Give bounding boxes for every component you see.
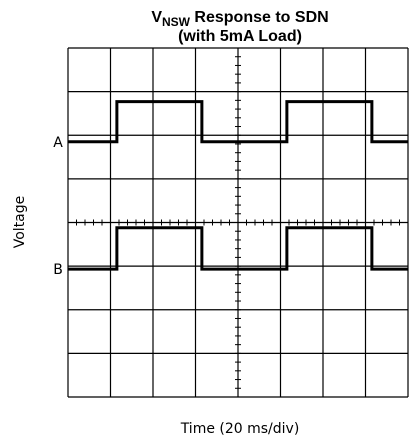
title-subscript: NSW	[162, 15, 191, 29]
channel-label: A	[53, 135, 63, 151]
title-rest: Response to SDN	[190, 9, 329, 26]
waveform	[68, 226, 408, 271]
channel-label: B	[53, 262, 63, 278]
y-axis-label: Voltage	[12, 196, 28, 249]
title-v: V	[151, 9, 162, 26]
chart-title: VNSW Response to SDN	[151, 9, 328, 29]
x-axis-label: Time (20 ms/div)	[180, 421, 300, 437]
waveform	[68, 100, 408, 144]
chart-subtitle: (with 5mA Load)	[178, 28, 302, 45]
